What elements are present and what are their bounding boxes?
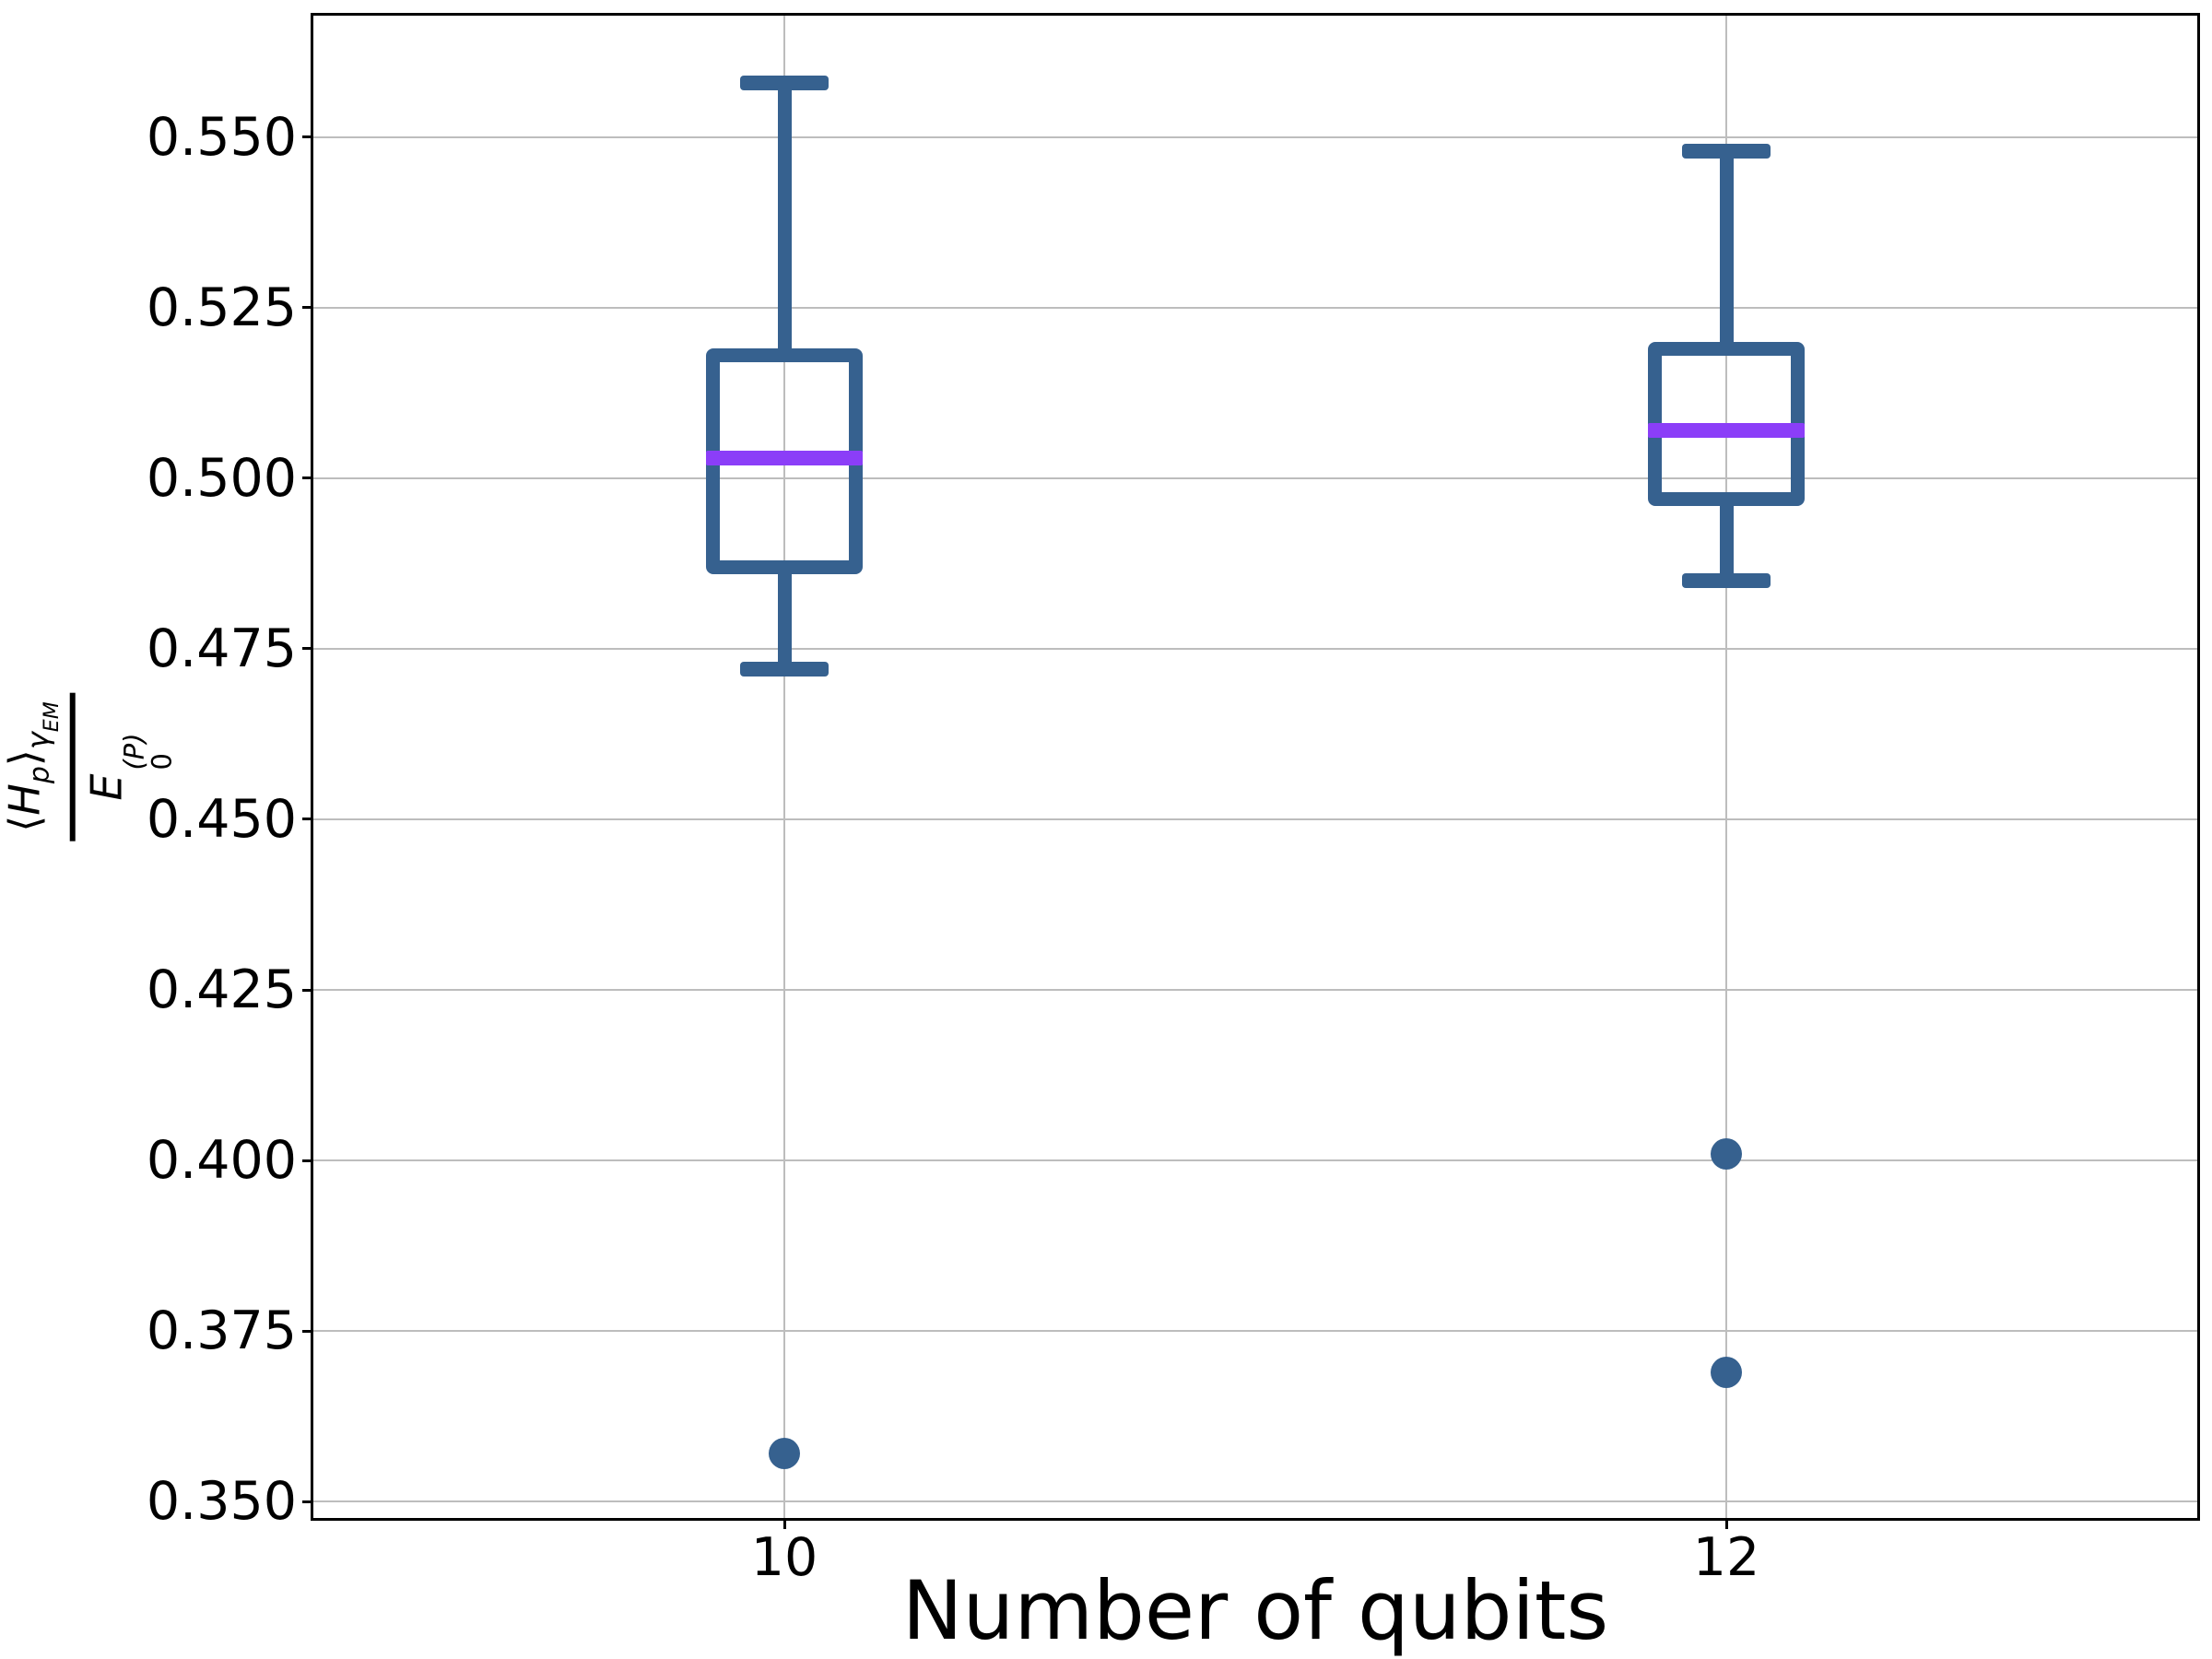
ylabel-E-scripts: (P) 0	[118, 733, 178, 771]
y-tick-label: 0.475	[146, 618, 297, 679]
rangle-glyph: ⟩	[0, 749, 50, 767]
y-axis-tick-mark	[302, 1329, 312, 1333]
y-tick-label: 0.550	[146, 106, 297, 168]
x-axis-tick-mark	[1724, 1520, 1728, 1529]
ylabel-gamma: γ	[20, 732, 56, 750]
ylabel-P-superscript: (P)	[118, 733, 150, 771]
ylabel-gamma-subscript: γEM	[9, 701, 64, 750]
y-axis-tick-mark	[302, 1159, 312, 1162]
y-axis-tick-mark	[302, 477, 312, 480]
y-axis-tick-mark	[302, 988, 312, 992]
y-axis-tick-mark	[302, 1500, 312, 1503]
whisker-line-lower	[1719, 499, 1734, 581]
y-axis-tick-mark	[302, 647, 312, 651]
y-tick-label: 0.400	[146, 1130, 297, 1192]
y-tick-label: 0.525	[146, 276, 297, 338]
y-tick-label: 0.450	[146, 788, 297, 850]
whisker-cap-upper	[1682, 143, 1771, 159]
whisker-cap-lower	[1682, 572, 1771, 588]
plot-area	[311, 13, 2200, 1521]
grid-line-horizontal	[313, 818, 2197, 820]
grid-line-horizontal	[313, 135, 2197, 138]
grid-line-horizontal	[313, 306, 2197, 309]
x-tick-label: 10	[750, 1527, 818, 1588]
ylabel-p-subscript: p	[23, 766, 56, 784]
grid-line-vertical	[783, 16, 785, 1518]
whisker-cap-lower	[740, 662, 829, 677]
grid-line-horizontal	[313, 647, 2197, 650]
y-tick-label: 0.500	[146, 447, 297, 509]
y-tick-label: 0.350	[146, 1471, 297, 1533]
y-axis-tick-mark	[302, 818, 312, 821]
y-tick-label: 0.375	[146, 1300, 297, 1362]
median-line	[1648, 423, 1805, 439]
x-axis-label: Number of qubits	[901, 1563, 1609, 1658]
grid-line-vertical	[1725, 16, 1727, 1518]
whisker-line-upper	[777, 82, 792, 356]
grid-line-horizontal	[313, 477, 2197, 479]
x-tick-label: 12	[1692, 1527, 1760, 1588]
median-line	[706, 450, 863, 465]
grid-line-horizontal	[313, 1500, 2197, 1503]
whisker-line-lower	[777, 567, 792, 670]
y-tick-label: 0.425	[146, 959, 297, 1021]
x-axis-tick-mark	[782, 1520, 786, 1529]
grid-line-horizontal	[313, 989, 2197, 992]
y-axis-tick-mark	[302, 306, 312, 310]
outlier-point	[769, 1438, 800, 1470]
grid-line-horizontal	[313, 1159, 2197, 1162]
whisker-cap-upper	[740, 75, 829, 90]
ylabel-0-subscript: 0	[146, 753, 178, 771]
outlier-point	[1711, 1137, 1742, 1170]
y-axis-tick-mark	[302, 135, 312, 139]
ylabel-EM: EM	[41, 701, 65, 733]
box	[1648, 341, 1805, 506]
grid-line-horizontal	[313, 1330, 2197, 1333]
whisker-line-upper	[1719, 150, 1734, 349]
outlier-point	[1711, 1356, 1742, 1388]
